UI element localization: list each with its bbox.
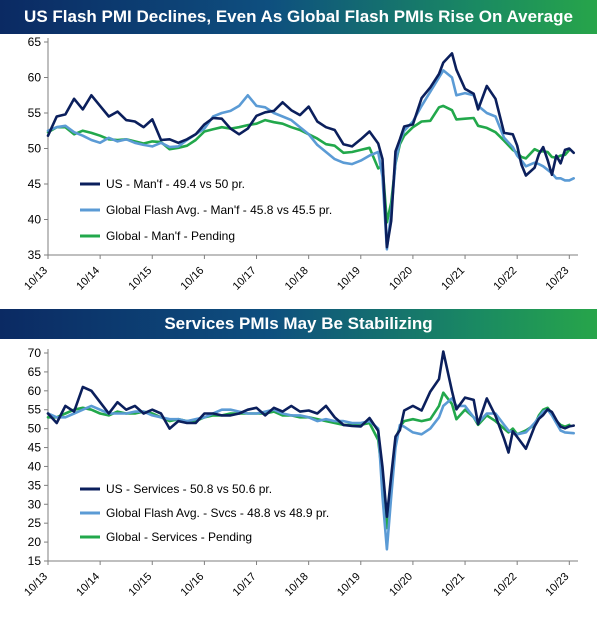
x-tick-label: 10/15	[126, 571, 154, 599]
x-tick-label: 10/13	[22, 265, 50, 293]
x-tick-label: 10/18	[283, 571, 311, 599]
x-tick-label: 10/22	[491, 265, 519, 293]
manufacturing-pmi-chart: 35 40 45 50 55 60 65 10/13 10/14 10/15 10/16 10/17 1…	[22, 35, 578, 293]
y-tick-label: 15	[28, 554, 42, 568]
x-tick-label: 10/16	[179, 571, 207, 599]
x-tick-label: 10/13	[22, 571, 50, 599]
y-tick-label: 70	[28, 346, 42, 360]
y-tick-label: 65	[28, 35, 42, 49]
y-tick-label: 20	[28, 535, 42, 549]
x-tick-label: 10/16	[179, 265, 207, 293]
x-tick-label: 10/21	[439, 571, 467, 599]
y-tick-label: 50	[28, 422, 42, 436]
x-tick-label: 10/20	[387, 265, 415, 293]
series-line-0	[46, 350, 575, 519]
y-tick-label: 50	[28, 142, 42, 156]
y-tick-label: 55	[28, 106, 42, 120]
y-tick-label: 35	[28, 478, 42, 492]
x-tick-label: 10/19	[335, 571, 363, 599]
y-tick-label: 60	[28, 71, 42, 85]
x-tick-label: 10/23	[543, 571, 571, 599]
y-tick-label: 35	[28, 248, 42, 262]
x-tick-label: 10/17	[231, 265, 259, 293]
y-tick-label: 45	[28, 441, 42, 455]
x-tick-label: 10/18	[283, 265, 311, 293]
y-tick-label: 25	[28, 516, 42, 530]
x-tick-label: 10/21	[439, 265, 467, 293]
y-tick-label: 60	[28, 384, 42, 398]
services-pmi-chart: 15 20 25 30 35 40 45 50 55 60 65 70 10/13 10/14 10/15 1…	[22, 346, 578, 599]
legend-label: Global - Services - Pending	[106, 530, 252, 544]
x-tick-label: 10/23	[543, 265, 571, 293]
legend-label: Global - Man'f - Pending	[106, 229, 235, 243]
series-line-1	[46, 69, 575, 251]
y-tick-label: 30	[28, 497, 42, 511]
legend-label: US - Man'f - 49.4 vs 50 pr.	[106, 177, 245, 191]
y-tick-label: 65	[28, 365, 42, 379]
y-tick-label: 55	[28, 403, 42, 417]
y-tick-label: 40	[28, 459, 42, 473]
y-tick-label: 45	[28, 177, 42, 191]
x-tick-label: 10/14	[74, 265, 102, 293]
x-tick-label: 10/19	[335, 265, 363, 293]
y-tick-label: 40	[28, 213, 42, 227]
series-line-0	[46, 52, 575, 249]
legend-label: Global Flash Avg. - Svcs - 48.8 vs 48.9 …	[106, 506, 329, 520]
legend-label: US - Services - 50.8 vs 50.6 pr.	[106, 482, 272, 496]
chart-title-services: Services PMIs May Be Stabilizing	[0, 309, 597, 339]
x-tick-label: 10/15	[126, 265, 154, 293]
x-tick-label: 10/14	[74, 571, 102, 599]
chart-title-manufacturing: US Flash PMI Declines, Even As Global Fl…	[0, 0, 597, 34]
legend-label: Global Flash Avg. - Man'f - 45.8 vs 45.5…	[106, 203, 332, 217]
x-tick-label: 10/20	[387, 571, 415, 599]
x-tick-label: 10/22	[491, 571, 519, 599]
x-tick-label: 10/17	[231, 571, 259, 599]
